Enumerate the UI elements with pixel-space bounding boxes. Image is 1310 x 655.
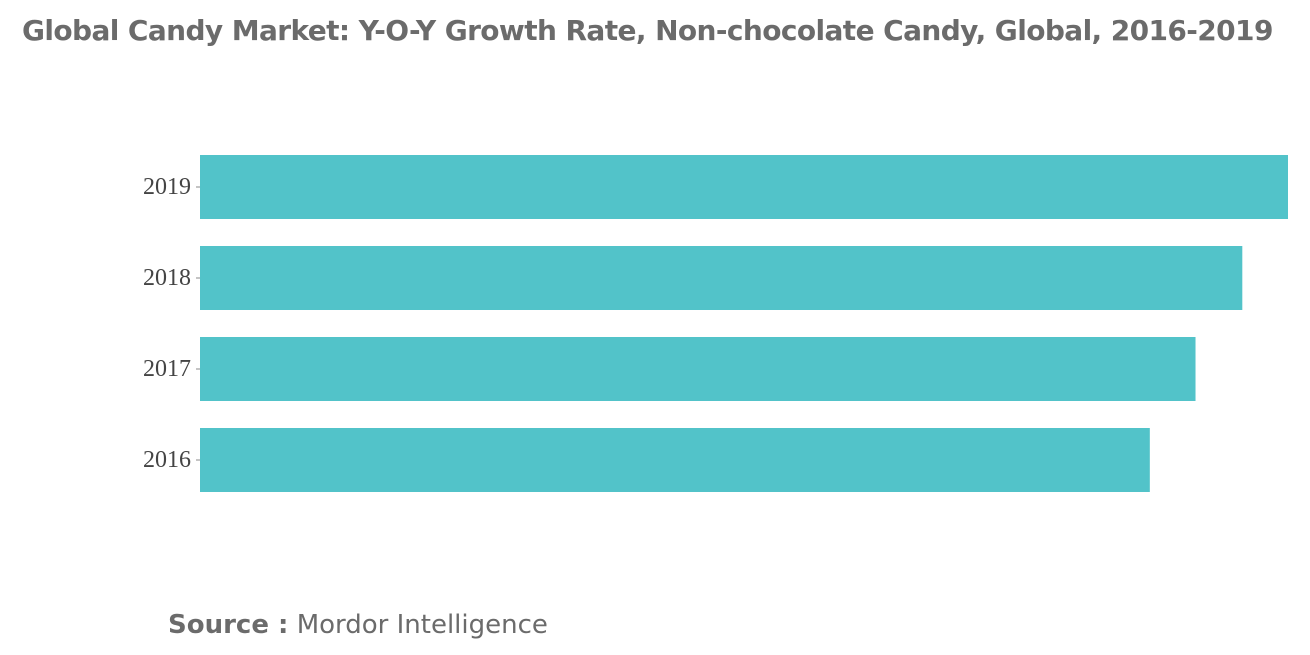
chart-title: Global Candy Market: Y-O-Y Growth Rate, …: [22, 14, 1273, 47]
bar-2018: [200, 246, 1243, 310]
tick-labels-layer: 2019 2018 2017 2016: [143, 174, 200, 473]
tick-label-2016: 2016: [143, 447, 191, 473]
tick-label-2018: 2018: [143, 265, 191, 291]
bar-2019: [200, 155, 1288, 219]
bar-2016: [200, 428, 1150, 492]
source-label: Source :: [168, 610, 289, 640]
tick-label-2019: 2019: [143, 174, 191, 200]
source-note: Source : Mordor Intelligence: [168, 610, 548, 640]
bars-layer: [200, 155, 1288, 492]
bar-2017: [200, 337, 1196, 401]
tick-label-2017: 2017: [143, 356, 191, 382]
source-text: Mordor Intelligence: [296, 610, 548, 640]
